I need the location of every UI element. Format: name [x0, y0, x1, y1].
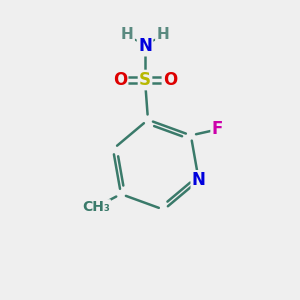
Text: N: N: [138, 37, 152, 55]
Text: F: F: [212, 121, 223, 139]
Text: O: O: [163, 71, 177, 89]
Text: CH₃: CH₃: [82, 200, 110, 214]
Text: N: N: [192, 171, 206, 189]
Text: H: H: [156, 27, 169, 42]
Text: S: S: [139, 71, 151, 89]
Text: O: O: [113, 71, 127, 89]
Text: H: H: [121, 27, 134, 42]
